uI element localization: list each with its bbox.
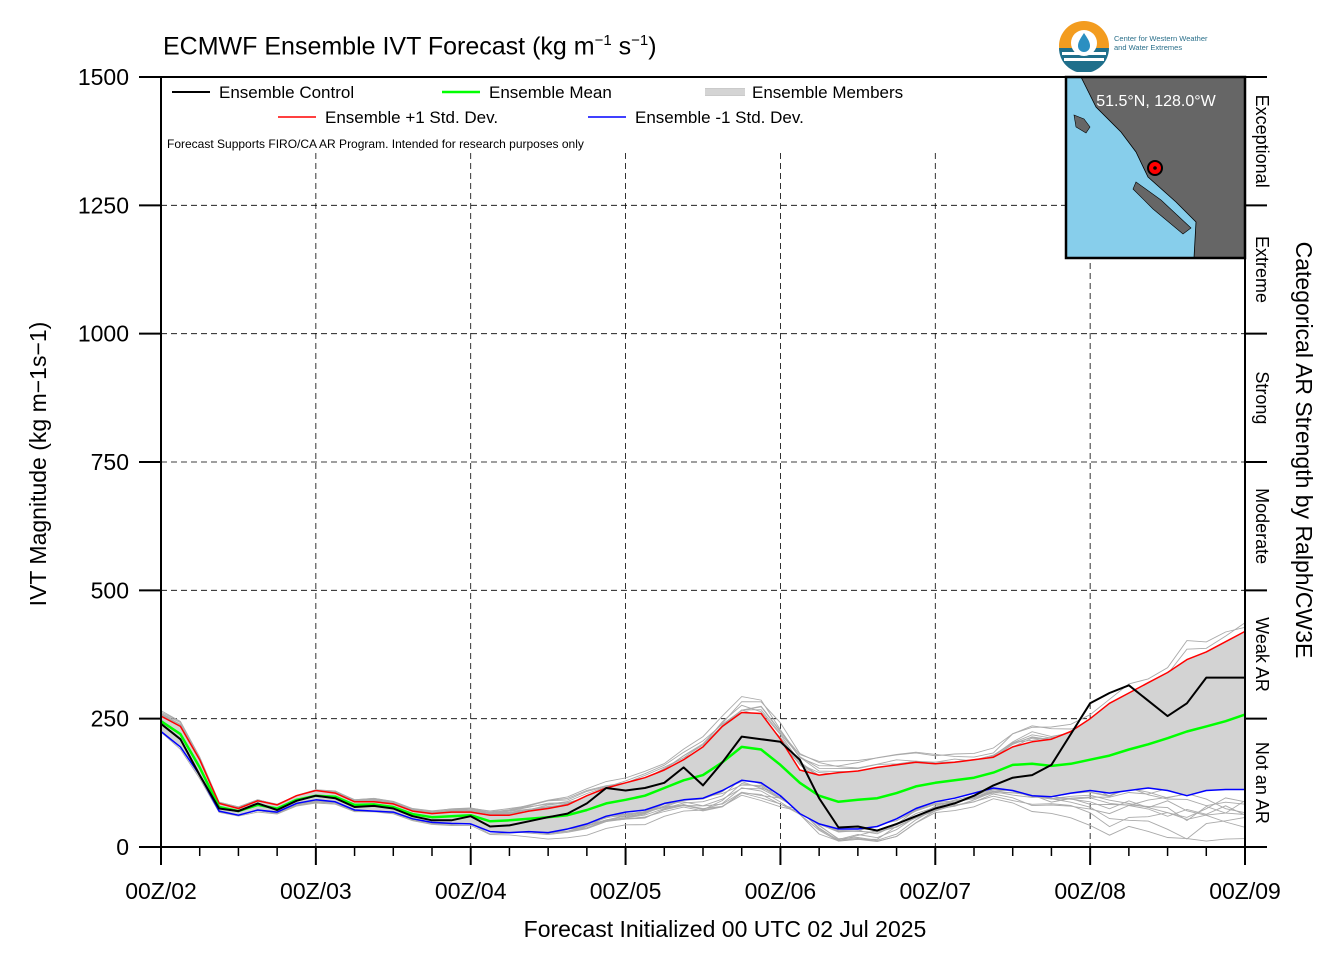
x-tick-label: 00Z/09: [1209, 878, 1281, 904]
x-tick-label: 00Z/03: [280, 878, 352, 904]
inset-frame: [1064, 75, 1247, 260]
ensemble-member-line: [160, 729, 1246, 842]
y-tick-label: 1250: [78, 192, 129, 218]
legend-label: Ensemble Members: [752, 83, 903, 102]
inset-location-label: 51.5°N, 128.0°W: [1096, 93, 1216, 110]
x-tick-label: 00Z/04: [435, 878, 507, 904]
category-label: Moderate: [1252, 488, 1272, 564]
x-axis-label: Forecast Initialized 00 UTC 02 Jul 2025: [524, 916, 927, 942]
legend-label: Ensemble +1 Std. Dev.: [325, 108, 498, 127]
inset-map: 51.5°N, 128.0°W: [1064, 75, 1247, 260]
inset-island: [1132, 181, 1192, 235]
x-tick-label: 00Z/02: [125, 878, 197, 904]
y-axis-label: IVT Magnitude (kg m−1s−1): [25, 322, 51, 607]
category-label: Exceptional: [1252, 95, 1272, 188]
cw3e-logo-text: Center for Western Weather and Water Ext…: [1114, 34, 1208, 52]
axes-group: 0 250 500 750 1000 1250 1500 00Z/02 00Z/03 00Z/04…: [25, 64, 1317, 942]
grid-lines: [161, 153, 1245, 847]
y-tick-label: 1500: [78, 64, 129, 90]
series-line-ensemble-1-std-dev-: [160, 630, 1246, 816]
legend-label: Ensemble -1 Std. Dev.: [635, 108, 804, 127]
category-label: Weak AR: [1252, 617, 1272, 692]
x-tick-label: 00Z/07: [899, 878, 971, 904]
y-tick-label: 0: [116, 834, 129, 860]
series-line-ensemble-control: [160, 676, 1245, 832]
category-label: Not an AR: [1252, 742, 1272, 824]
x-tick-label: 00Z/05: [590, 878, 662, 904]
series-line-ensemble-mean: [160, 713, 1246, 823]
category-label: Extreme: [1252, 236, 1272, 303]
legend-group: Ensemble Control Ensemble Mean Ensemble Me…: [167, 83, 903, 151]
y-tick-label: 250: [91, 706, 129, 732]
x-tick-label: 00Z/08: [1054, 878, 1126, 904]
spread-fill-group: [161, 631, 1245, 833]
cw3e-logo-icon: [1059, 21, 1109, 73]
y-tick-label: 500: [91, 577, 129, 603]
series-line-ensemble-1-std-dev-: [160, 730, 1245, 834]
research-notice: Forecast Supports FIRO/CA AR Program. In…: [167, 137, 584, 151]
location-marker-center: [1153, 166, 1157, 170]
legend-label: Ensemble Mean: [489, 83, 612, 102]
legend-label: Ensemble Control: [219, 83, 354, 102]
cw3e-logo: Center for Western Weather and Water Ext…: [1058, 20, 1248, 73]
series-lines-group: [160, 630, 1246, 834]
category-label: Strong: [1252, 371, 1272, 424]
y-tick-label: 1000: [78, 321, 129, 347]
spread-fill: [161, 631, 1245, 833]
chart-title: ECMWF Ensemble IVT Forecast (kg m−1 s−1): [163, 32, 657, 61]
inset-island: [1073, 114, 1091, 134]
right-axis-label: Categorical AR Strength by Ralph/CW3E: [1291, 242, 1317, 659]
x-tick-label: 00Z/06: [745, 878, 817, 904]
y-tick-label: 750: [91, 449, 129, 475]
